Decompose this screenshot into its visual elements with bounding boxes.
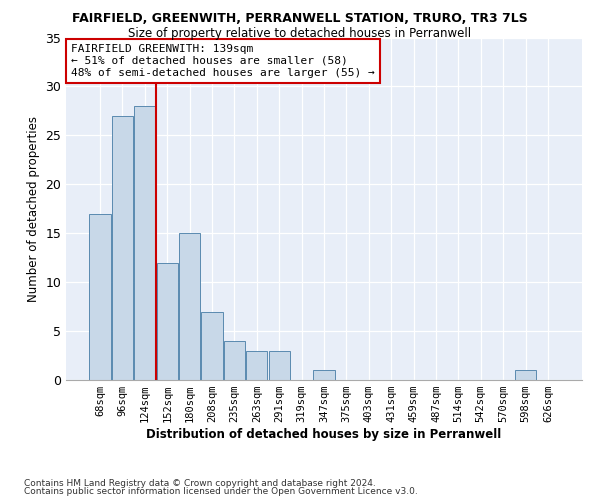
Bar <box>313 370 335 380</box>
Bar <box>134 106 155 380</box>
Text: FAIRFIELD GREENWITH: 139sqm
← 51% of detached houses are smaller (58)
48% of sem: FAIRFIELD GREENWITH: 139sqm ← 51% of det… <box>71 44 375 78</box>
Text: Contains public sector information licensed under the Open Government Licence v3: Contains public sector information licen… <box>24 487 418 496</box>
Bar <box>269 350 290 380</box>
Bar <box>112 116 133 380</box>
Bar <box>515 370 536 380</box>
Y-axis label: Number of detached properties: Number of detached properties <box>27 116 40 302</box>
X-axis label: Distribution of detached houses by size in Perranwell: Distribution of detached houses by size … <box>146 428 502 441</box>
Text: Contains HM Land Registry data © Crown copyright and database right 2024.: Contains HM Land Registry data © Crown c… <box>24 478 376 488</box>
Bar <box>246 350 268 380</box>
Bar <box>179 233 200 380</box>
Text: Size of property relative to detached houses in Perranwell: Size of property relative to detached ho… <box>128 28 472 40</box>
Text: FAIRFIELD, GREENWITH, PERRANWELL STATION, TRURO, TR3 7LS: FAIRFIELD, GREENWITH, PERRANWELL STATION… <box>72 12 528 26</box>
Bar <box>202 312 223 380</box>
Bar <box>89 214 111 380</box>
Bar <box>157 262 178 380</box>
Bar <box>224 341 245 380</box>
